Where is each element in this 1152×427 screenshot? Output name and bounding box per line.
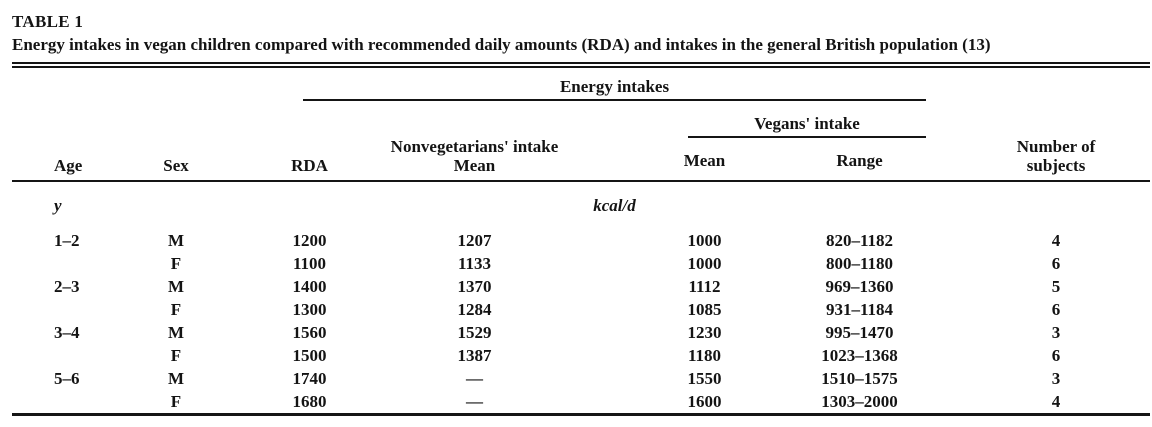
cell-subjects: 3 (1051, 323, 1061, 342)
cell-sex: M (167, 323, 185, 342)
spanner-energy-cell: Energy intakes (232, 70, 962, 101)
spanner-row: Energy intakes (12, 70, 1150, 101)
col-header-vegans-mean: Mean (683, 151, 726, 170)
col-header-subjects-line1: Number of (1016, 137, 1096, 156)
col-header-vegans-intake: Vegans' intake Mean Range (562, 101, 963, 182)
cell-veg-mean: 1600 (562, 390, 797, 416)
cell-rda: 1100 (292, 254, 327, 273)
spacer-cell (12, 70, 120, 101)
col-header-nonveg-mean: Mean (453, 156, 496, 175)
cell-rda: 1400 (292, 277, 327, 296)
cell-age: 3–4 (54, 323, 80, 342)
cell-sex: M (167, 277, 185, 296)
unit-energy-cell: kcal/d (232, 181, 962, 229)
table-row: 5–6 M 1740 — 1550 1510–1575 3 (12, 367, 1150, 390)
cell-rda: 1740 (292, 369, 327, 388)
cell-veg-mean: 1000 (687, 231, 722, 250)
table-row: F 1100 1133 1000 800–1180 6 (12, 252, 1150, 275)
table-row: F 1680 — 1600 1303–2000 4 (12, 390, 1151, 416)
cell-subjects: 4 (962, 390, 1151, 416)
cell-nonveg-mean: 1387 (457, 346, 492, 365)
cell-veg-mean: 1000 (687, 254, 722, 273)
cell-subjects: 6 (1051, 300, 1061, 319)
cell-rda: 1200 (292, 231, 327, 250)
spanner-vegans-intake: Vegans' intake (688, 114, 927, 138)
cell-rda: 1500 (292, 346, 327, 365)
cell-veg-mean: 1180 (687, 346, 722, 365)
table-row: F 1300 1284 1085 931–1184 6 (12, 298, 1150, 321)
spacer-cell (962, 70, 1150, 101)
cell-nonveg-mean: — (387, 390, 562, 416)
cell-veg-range: 800–1180 (825, 254, 894, 273)
vegans-subheaders: Mean Range (562, 151, 962, 170)
cell-veg-range: 1023–1368 (821, 346, 898, 365)
unit-energy: kcal/d (593, 196, 636, 215)
cell-sex: M (167, 369, 185, 388)
cell-veg-range: 969–1360 (825, 277, 894, 296)
spacer-cell (120, 70, 232, 101)
cell-veg-range: 995–1470 (825, 323, 894, 342)
cell-sex: F (170, 300, 182, 319)
col-header-subjects-line2: subjects (1026, 156, 1086, 175)
cell-rda: 1300 (292, 300, 327, 319)
cell-veg-range: 931–1184 (825, 300, 894, 319)
cell-sex: F (170, 346, 182, 365)
units-row: y kcal/d (12, 181, 1150, 229)
col-header-age: Age (12, 101, 120, 182)
col-header-number-of-subjects: Number of subjects (962, 101, 1151, 182)
header-row: Age Sex RDA Nonvegetarians' intake Mean … (12, 101, 1151, 182)
table-caption: Energy intakes in vegan children compare… (12, 35, 991, 54)
cell-nonveg-mean: 1284 (457, 300, 492, 319)
spacer-cell (962, 181, 1150, 229)
col-header-rda: RDA (232, 101, 387, 182)
top-double-rule (12, 62, 1150, 68)
unit-age: y (54, 196, 62, 215)
cell-veg-range: 820–1182 (825, 231, 894, 250)
cell-sex: M (167, 231, 185, 250)
cell-veg-mean: 1550 (687, 369, 722, 388)
cell-nonveg-mean: 1370 (457, 277, 492, 296)
table-row: 2–3 M 1400 1370 1112 969–1360 5 (12, 275, 1150, 298)
spanner-energy-intakes: Energy intakes (303, 77, 927, 101)
cell-age (12, 252, 120, 275)
cell-rda: 1680 (232, 390, 387, 416)
cell-subjects: 3 (1051, 369, 1061, 388)
cell-sex: F (120, 390, 232, 416)
cell-age: 5–6 (54, 369, 80, 388)
col-header-nonveg-line1: Nonvegetarians' intake (390, 137, 559, 156)
cell-age (12, 344, 120, 367)
cell-subjects: 4 (1051, 231, 1061, 250)
cell-nonveg-mean: — (466, 369, 483, 388)
cell-veg-range: 1510–1575 (821, 369, 898, 388)
cell-age (12, 390, 120, 416)
cell-age: 2–3 (54, 277, 80, 296)
cell-nonveg-mean: 1529 (457, 323, 492, 342)
cell-veg-mean: 1112 (688, 277, 721, 296)
table-row: F 1500 1387 1180 1023–1368 6 (12, 344, 1150, 367)
cell-age: 1–2 (54, 231, 80, 250)
cell-veg-mean: 1085 (687, 300, 722, 319)
cell-veg-range: 1303–2000 (797, 390, 963, 416)
cell-subjects: 6 (1051, 346, 1061, 365)
spacer-cell (120, 181, 232, 229)
col-header-nonvegetarians-intake: Nonvegetarians' intake Mean (387, 101, 562, 182)
energy-intake-table: Energy intakes Age Sex RDA Nonvegetarian… (12, 70, 1151, 416)
col-header-vegans-range: Range (836, 151, 883, 170)
cell-veg-mean: 1230 (687, 323, 722, 342)
cell-sex: F (170, 254, 182, 273)
table-label: TABLE 1 (12, 12, 84, 31)
cell-age (12, 298, 120, 321)
col-header-sex: Sex (120, 101, 232, 182)
cell-rda: 1560 (292, 323, 327, 342)
cell-nonveg-mean: 1133 (457, 254, 492, 273)
cell-subjects: 6 (1051, 254, 1061, 273)
table-row: 3–4 M 1560 1529 1230 995–1470 3 (12, 321, 1150, 344)
table-row: 1–2 M 1200 1207 1000 820–1182 4 (12, 229, 1150, 252)
cell-nonveg-mean: 1207 (457, 231, 492, 250)
cell-subjects: 5 (1051, 277, 1061, 296)
